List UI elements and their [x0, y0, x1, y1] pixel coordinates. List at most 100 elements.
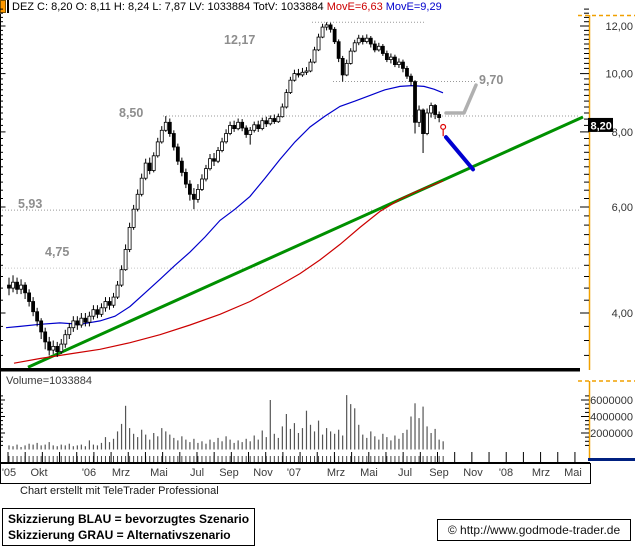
candlestick[interactable]	[300, 71, 305, 76]
candlestick[interactable]	[183, 171, 188, 185]
candlestick[interactable]	[308, 61, 313, 72]
candlestick[interactable]	[397, 61, 401, 65]
candlestick[interactable]	[264, 120, 269, 125]
candlestick[interactable]	[292, 73, 297, 81]
candlestick[interactable]	[252, 124, 257, 131]
candlestick[interactable]	[83, 317, 88, 323]
candlestick[interactable]	[268, 118, 273, 125]
candlestick[interactable]	[344, 63, 349, 76]
candlestick[interactable]	[228, 125, 233, 134]
candlestick[interactable]	[405, 68, 409, 77]
candlestick[interactable]	[91, 309, 96, 317]
candlestick[interactable]	[244, 127, 249, 135]
candlestick[interactable]	[312, 49, 317, 63]
candlestick[interactable]	[155, 141, 160, 157]
candlestick[interactable]	[280, 106, 285, 118]
candlestick[interactable]	[376, 45, 381, 51]
candlestick[interactable]	[328, 24, 333, 30]
candlestick[interactable]	[103, 301, 108, 309]
candlestick[interactable]	[220, 141, 224, 151]
candlestick[interactable]	[123, 249, 128, 271]
candlestick[interactable]	[336, 41, 341, 59]
candlestick[interactable]	[51, 345, 56, 351]
sketch-blue-preferred-scenario[interactable]	[444, 135, 475, 172]
candlestick[interactable]	[19, 284, 23, 290]
candlestick[interactable]	[67, 327, 72, 336]
candlestick[interactable]	[159, 129, 164, 143]
candlestick[interactable]	[47, 341, 52, 351]
candlestick[interactable]	[75, 320, 80, 326]
candlestick[interactable]	[15, 281, 19, 290]
candlestick[interactable]	[127, 226, 132, 250]
candlestick[interactable]	[256, 124, 261, 130]
candlestick[interactable]	[232, 125, 237, 130]
candlestick[interactable]	[421, 109, 425, 135]
candlestick[interactable]	[196, 188, 200, 200]
candlestick[interactable]	[7, 284, 11, 289]
candlestick[interactable]	[119, 269, 124, 286]
candlestick[interactable]	[167, 121, 172, 135]
candlestick[interactable]	[43, 331, 48, 343]
candlestick[interactable]	[175, 146, 180, 162]
candlestick[interactable]	[393, 56, 397, 65]
candlestick[interactable]	[316, 36, 321, 51]
candlestick[interactable]	[296, 73, 301, 76]
candlestick[interactable]	[284, 92, 289, 108]
candlestick[interactable]	[425, 112, 429, 134]
candlestick[interactable]	[23, 284, 27, 294]
candlestick[interactable]	[348, 50, 353, 64]
candlestick[interactable]	[356, 37, 361, 44]
candlestick[interactable]	[260, 120, 265, 129]
candlestick[interactable]	[236, 121, 241, 130]
candlestick[interactable]	[115, 284, 120, 298]
candlestick[interactable]	[200, 178, 204, 190]
candlestick[interactable]	[139, 177, 144, 195]
candlestick[interactable]	[248, 129, 253, 136]
candlestick[interactable]	[55, 345, 60, 352]
candlestick[interactable]	[87, 315, 92, 323]
candlestick[interactable]	[372, 43, 377, 51]
candlestick[interactable]	[429, 105, 434, 114]
candlestick[interactable]	[352, 42, 357, 52]
candlestick[interactable]	[272, 118, 277, 122]
candlestick[interactable]	[79, 317, 84, 326]
candlestick[interactable]	[59, 343, 64, 353]
candlestick[interactable]	[71, 320, 76, 329]
candlestick[interactable]	[63, 334, 68, 345]
candlestick[interactable]	[171, 133, 176, 148]
candlestick[interactable]	[143, 162, 148, 179]
candlestick[interactable]	[99, 307, 104, 315]
candlestick[interactable]	[324, 24, 329, 28]
candlestick[interactable]	[437, 114, 442, 118]
candlestick[interactable]	[151, 155, 156, 171]
candlestick[interactable]	[384, 53, 389, 60]
candlestick[interactable]	[360, 37, 365, 43]
candlestick[interactable]	[388, 56, 393, 60]
candlestick[interactable]	[364, 37, 369, 43]
candlestick[interactable]	[187, 183, 192, 195]
candlestick[interactable]	[111, 296, 116, 306]
candlestick[interactable]	[192, 193, 196, 200]
candlestick[interactable]	[95, 309, 100, 315]
candlestick[interactable]	[147, 162, 152, 172]
candlestick[interactable]	[107, 301, 112, 306]
candlestick[interactable]	[212, 158, 216, 162]
candlestick[interactable]	[409, 75, 413, 82]
time-axis[interactable]: '05 Okt '06 Mrz Mai Jul Sep Nov '07 Mrz Mai Jul Sep N…	[0, 463, 591, 484]
candlestick[interactable]	[380, 45, 385, 54]
candlestick[interactable]	[216, 150, 220, 162]
candlestick[interactable]	[224, 133, 228, 143]
candlestick[interactable]	[204, 168, 208, 180]
trendline-green[interactable]	[27, 115, 584, 369]
candlestick[interactable]	[39, 320, 44, 333]
sketch-gray-alternative-scenario[interactable]	[444, 83, 478, 115]
candlestick[interactable]	[433, 105, 438, 115]
candlestick[interactable]	[320, 26, 325, 38]
candlestick[interactable]	[413, 81, 417, 123]
candlestick[interactable]	[417, 109, 421, 123]
candlestick[interactable]	[332, 28, 337, 43]
candlestick[interactable]	[35, 311, 40, 322]
candlestick[interactable]	[401, 61, 405, 69]
candlestick[interactable]	[27, 292, 32, 302]
candlestick[interactable]	[131, 208, 136, 228]
